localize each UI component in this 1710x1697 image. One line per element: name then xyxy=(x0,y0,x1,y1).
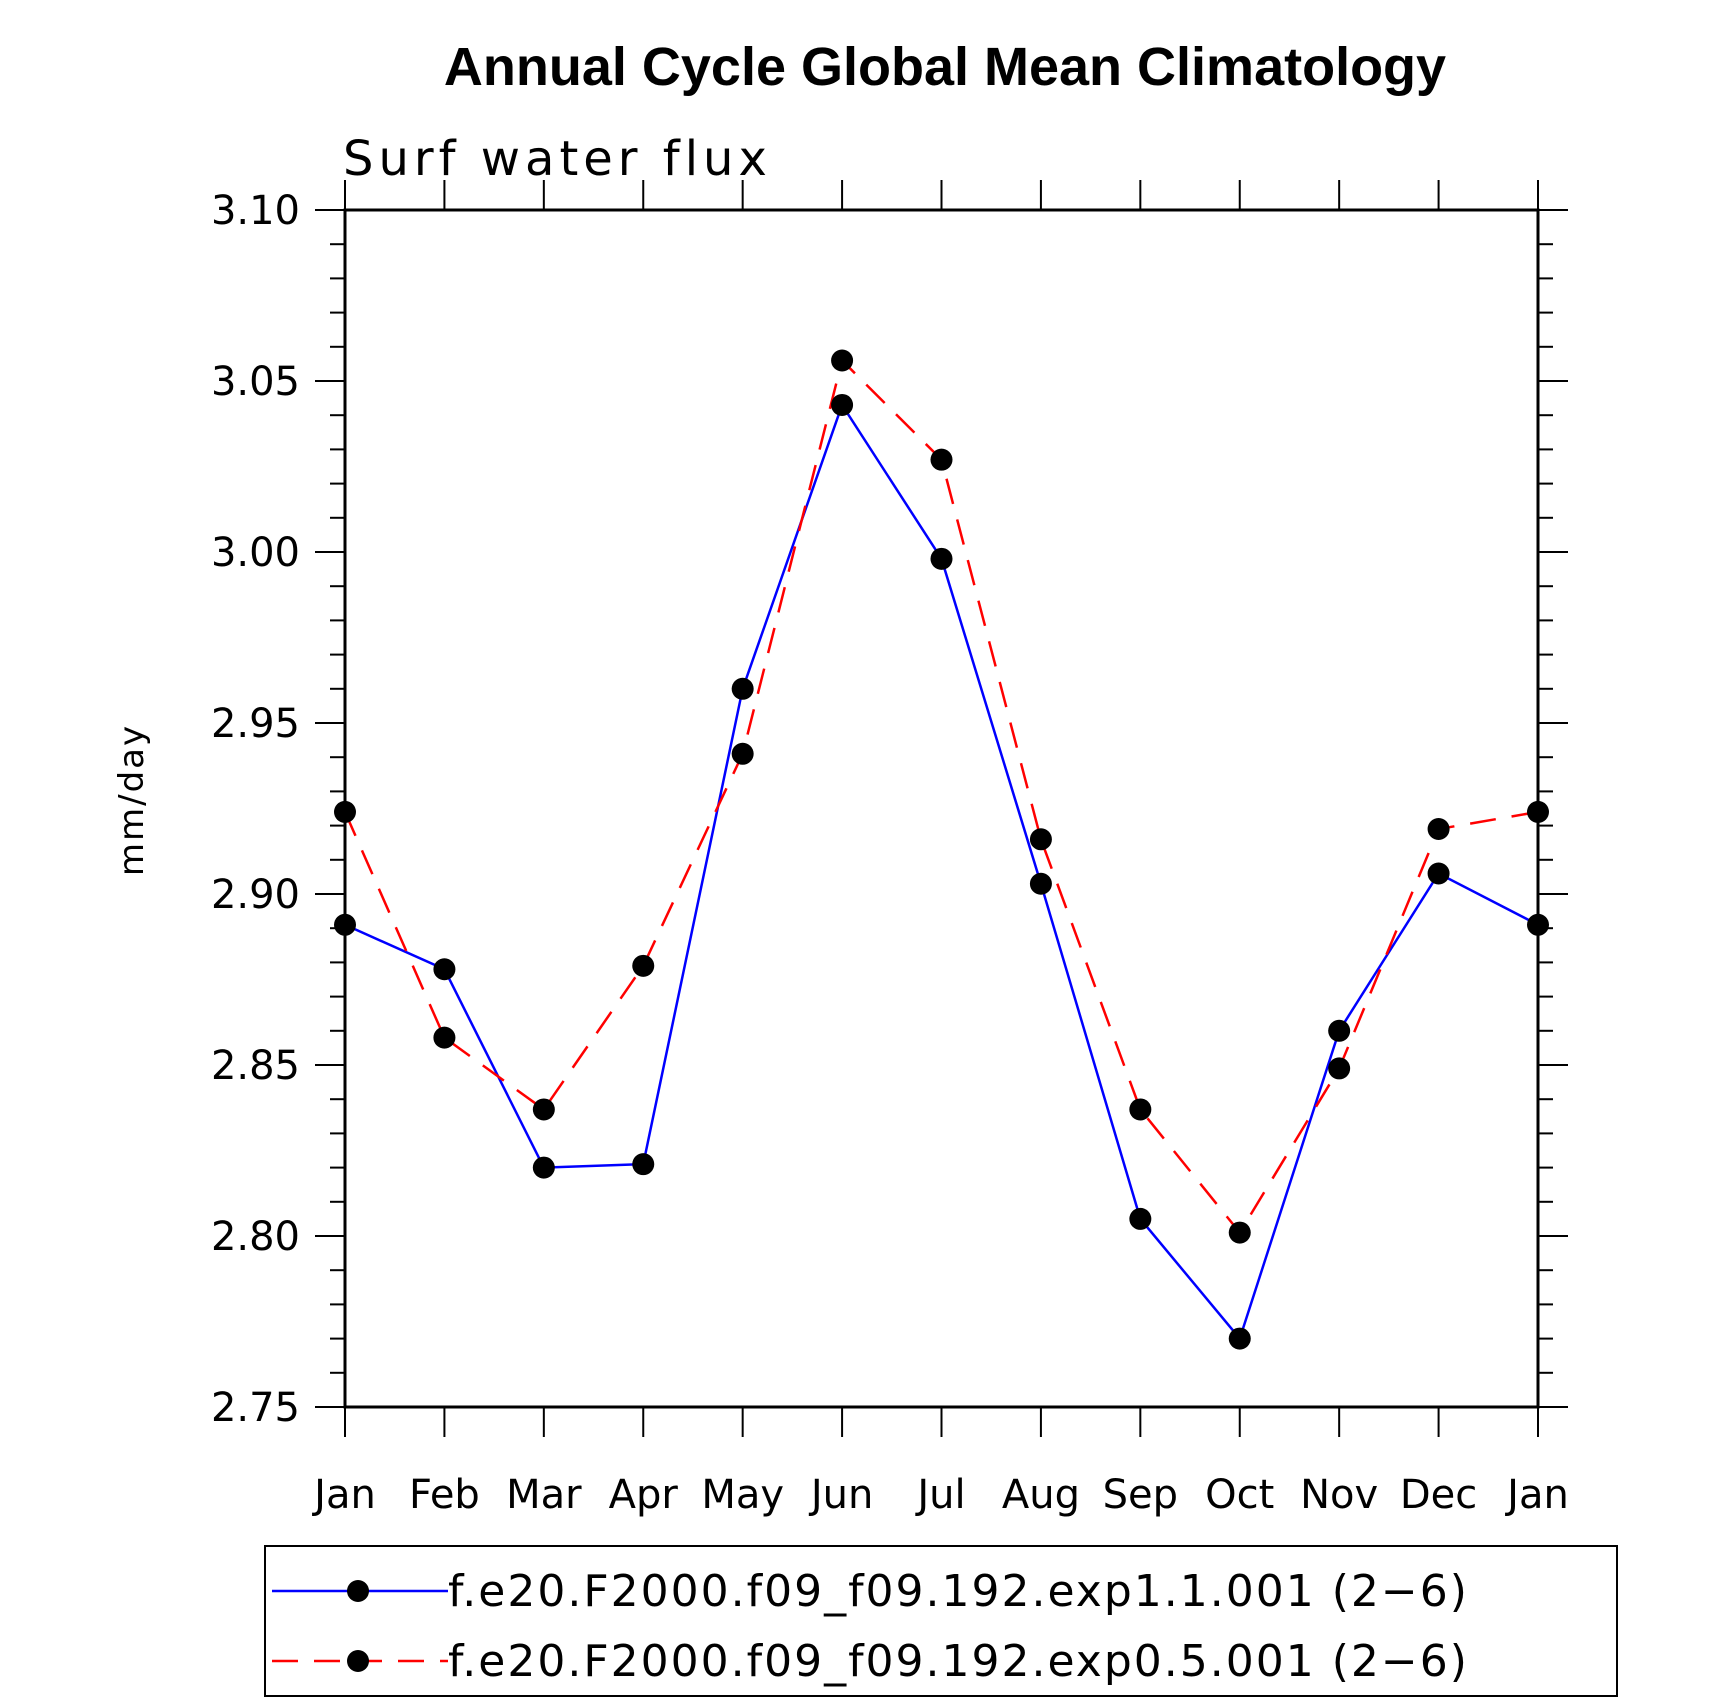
data-point-series-1 xyxy=(334,913,356,936)
data-point-series-2 xyxy=(1427,818,1450,841)
y-tick-label: 2.80 xyxy=(211,1214,300,1260)
x-tick-labels: Jan Feb Mar Apr May Jun Jul Aug Sep Oct Nov Dec Jan xyxy=(311,1472,1569,1518)
y-tick-label: 3.10 xyxy=(211,188,300,234)
data-point-series-2 xyxy=(532,1098,555,1121)
x-tick-label: Dec xyxy=(1400,1472,1477,1518)
data-point-series-1 xyxy=(1228,1327,1251,1350)
legend-marker-series-1 xyxy=(347,1580,369,1602)
y-tick-label: 2.90 xyxy=(211,872,300,918)
x-tick-label: Oct xyxy=(1205,1472,1274,1518)
data-point-series-1 xyxy=(1527,913,1549,936)
data-point-series-1 xyxy=(831,393,854,416)
data-point-series-1 xyxy=(532,1156,555,1179)
legend-label-series-2: f.e20.F2000.f09_f09.192.exp0.5.001 (2−6) xyxy=(448,1636,1469,1687)
data-point-series-1 xyxy=(1029,872,1052,895)
data-point-series-2 xyxy=(1328,1057,1351,1080)
axis-ticks xyxy=(315,180,1568,1437)
data-point-series-2 xyxy=(1029,828,1052,851)
chart-title: Annual Cycle Global Mean Climatology xyxy=(444,37,1446,97)
data-point-series-2 xyxy=(1228,1221,1251,1244)
series-lines xyxy=(343,358,1539,1342)
x-tick-label: May xyxy=(701,1472,784,1518)
y-tick-label: 2.75 xyxy=(211,1385,300,1431)
data-point-series-2 xyxy=(731,742,754,765)
data-point-series-1 xyxy=(930,547,953,570)
x-tick-label: Aug xyxy=(1002,1472,1080,1518)
data-point-series-2 xyxy=(433,1026,456,1049)
data-point-series-1 xyxy=(1328,1019,1351,1042)
x-tick-label: Jun xyxy=(808,1472,874,1518)
y-tick-label: 3.05 xyxy=(211,359,300,405)
legend-marker-series-2 xyxy=(347,1650,369,1672)
x-tick-label: Jan xyxy=(311,1472,376,1518)
x-tick-label: Mar xyxy=(506,1472,582,1518)
data-markers xyxy=(334,349,1549,1350)
y-tick-labels: 2.75 2.80 2.85 2.90 2.95 3.00 3.05 3.10 xyxy=(211,188,300,1431)
x-tick-label: Jan xyxy=(1504,1472,1569,1518)
data-point-series-1 xyxy=(1129,1207,1152,1230)
data-point-series-2 xyxy=(1527,800,1549,823)
legend-box xyxy=(264,1545,1618,1697)
data-point-series-2 xyxy=(632,954,655,977)
data-point-series-1 xyxy=(433,958,456,981)
data-point-series-1 xyxy=(1427,862,1450,885)
data-point-series-2 xyxy=(334,800,356,823)
y-tick-label: 2.95 xyxy=(211,701,300,747)
y-tick-label: 3.00 xyxy=(211,530,300,576)
legend: f.e20.F2000.f09_f09.192.exp1.1.001 (2−6)… xyxy=(264,1545,1618,1697)
data-point-series-2 xyxy=(831,349,854,372)
series-line-1 xyxy=(344,402,1539,1342)
x-tick-label: Apr xyxy=(609,1472,679,1518)
legend-label-series-1: f.e20.F2000.f09_f09.192.exp1.1.001 (2−6) xyxy=(448,1566,1469,1617)
data-point-series-1 xyxy=(632,1153,655,1176)
series-line-2 xyxy=(343,358,1539,1235)
data-point-series-2 xyxy=(1129,1098,1152,1121)
y-axis-label: mm/day xyxy=(112,724,152,876)
x-tick-label: Nov xyxy=(1300,1472,1378,1518)
x-tick-label: Feb xyxy=(409,1472,480,1518)
data-point-series-1 xyxy=(731,677,754,700)
x-tick-label: Jul xyxy=(914,1472,965,1518)
plot-frame xyxy=(343,208,1540,1409)
chart-subtitle: Surf water flux xyxy=(343,131,772,187)
y-tick-label: 2.85 xyxy=(211,1043,300,1089)
data-point-series-2 xyxy=(930,448,953,471)
x-tick-label: Sep xyxy=(1103,1472,1178,1518)
